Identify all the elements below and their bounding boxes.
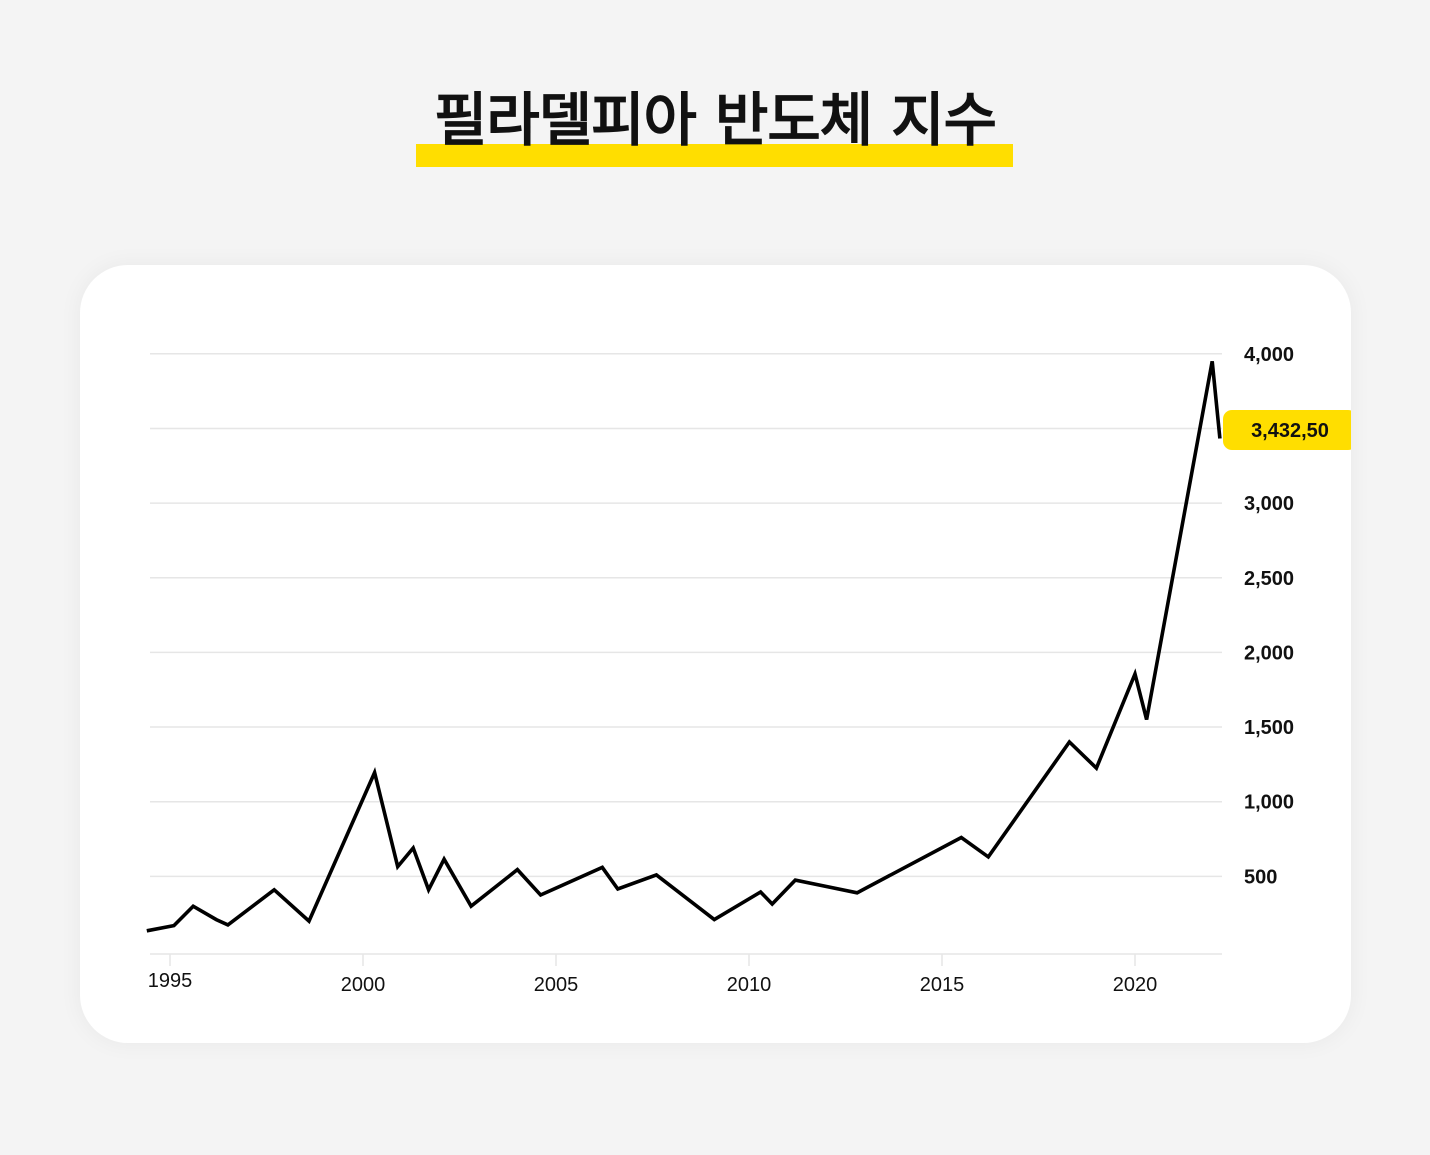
page-title-text: 필라델피아 반도체 지수 (434, 86, 997, 154)
y-tick-label: 1,000 (1244, 792, 1294, 814)
current-value-badge-bg (1223, 410, 1351, 450)
line-chart: 1995 2000 2005 2010 2015 2020 500 1,000 1,500 2,… (146, 344, 1351, 996)
current-value-badge: 3,432,50 (1223, 410, 1351, 450)
y-tick-label: 4,000 (1244, 344, 1294, 366)
x-tick-label: 1995 (148, 970, 193, 992)
current-value-label: 3,432,50 (1251, 420, 1329, 442)
y-axis: 500 1,000 1,500 2,000 2,500 3,000 4,000 (1244, 344, 1294, 889)
x-tick-label: 2005 (534, 974, 579, 996)
x-axis: 1995 2000 2005 2010 2015 2020 (148, 954, 1158, 996)
gridlines (150, 353, 1222, 955)
x-tick-label: 2000 (341, 974, 386, 996)
page-title: 필라델피아 반도체 지수 (422, 80, 1008, 160)
index-line (146, 360, 1222, 933)
y-tick-label: 3,000 (1244, 493, 1294, 515)
title-area: 필라델피아 반도체 지수 (0, 80, 1430, 160)
y-tick-label: 2,500 (1244, 568, 1294, 590)
x-tick-label: 2020 (1113, 974, 1158, 996)
chart-card: 1995 2000 2005 2010 2015 2020 500 1,000 1,500 2,… (80, 265, 1351, 1043)
x-tick-label: 2010 (727, 974, 772, 996)
x-tick-label: 2015 (920, 974, 965, 996)
title-highlight (416, 144, 1013, 167)
y-tick-label: 2,000 (1244, 642, 1294, 664)
y-tick-label: 1,500 (1244, 717, 1294, 739)
y-tick-label: 500 (1244, 866, 1277, 888)
